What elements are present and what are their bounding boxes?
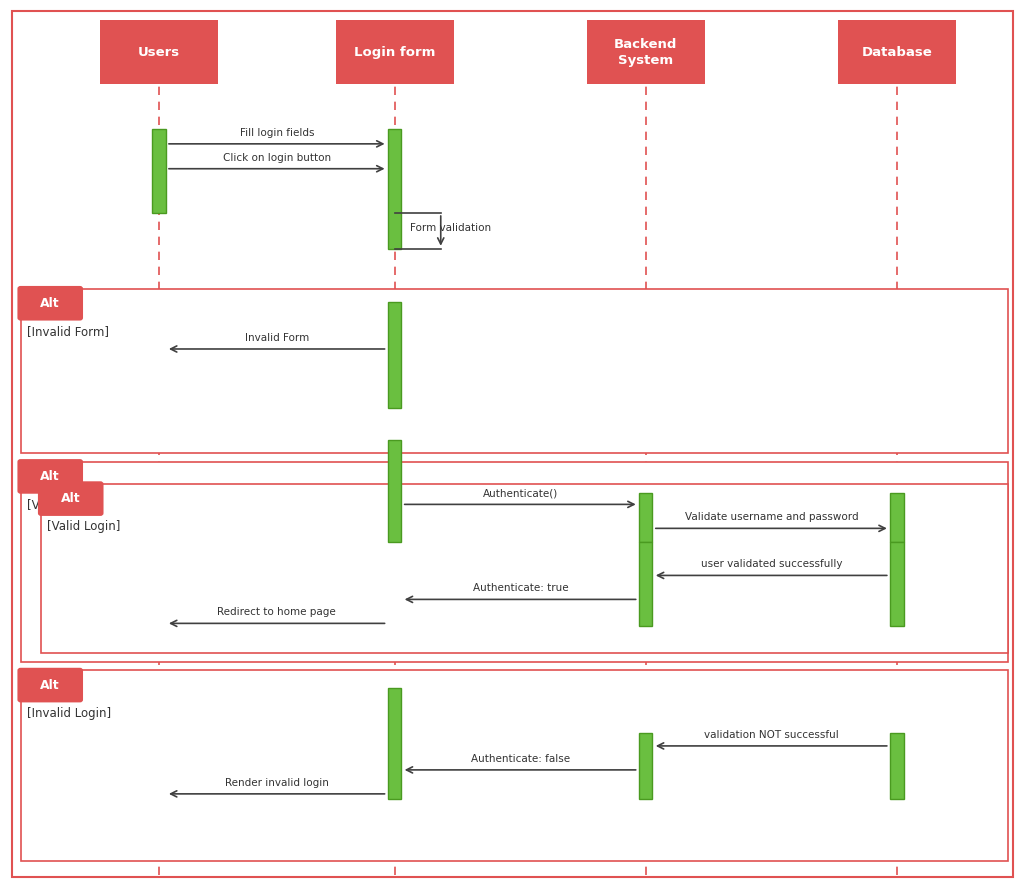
Text: Validate username and password: Validate username and password bbox=[685, 512, 859, 522]
Text: Fill login fields: Fill login fields bbox=[240, 128, 314, 138]
Text: Database: Database bbox=[861, 46, 933, 59]
Text: Form validation: Form validation bbox=[410, 223, 491, 233]
Bar bbox=[640, 733, 653, 799]
Text: validation NOT successful: validation NOT successful bbox=[704, 730, 839, 740]
Text: Redirect to home page: Redirect to home page bbox=[217, 607, 336, 617]
Text: Backend
System: Backend System bbox=[614, 38, 678, 67]
Bar bbox=[890, 542, 904, 626]
Bar bbox=[336, 20, 453, 84]
Bar bbox=[890, 733, 904, 799]
Text: [Invalid Login]: [Invalid Login] bbox=[27, 707, 111, 720]
Text: Alt: Alt bbox=[40, 297, 60, 310]
Bar bbox=[387, 302, 401, 408]
Bar bbox=[152, 129, 166, 213]
Text: [Valid Login]: [Valid Login] bbox=[47, 520, 121, 534]
Bar bbox=[387, 440, 401, 542]
Text: user validated successfully: user validated successfully bbox=[701, 559, 843, 569]
Text: Authenticate(): Authenticate() bbox=[483, 488, 559, 498]
Bar bbox=[20, 670, 1008, 861]
Bar bbox=[100, 20, 217, 84]
Text: [Invalid Form]: [Invalid Form] bbox=[27, 325, 109, 338]
Text: [Valid Form]: [Valid Form] bbox=[27, 498, 98, 511]
FancyBboxPatch shape bbox=[17, 459, 83, 494]
Bar bbox=[41, 484, 1008, 653]
Bar bbox=[640, 493, 653, 542]
Text: Users: Users bbox=[137, 46, 180, 59]
Text: Authenticate: false: Authenticate: false bbox=[472, 754, 570, 764]
FancyBboxPatch shape bbox=[38, 481, 104, 516]
Text: Invalid Form: Invalid Form bbox=[245, 333, 309, 343]
Text: Alt: Alt bbox=[40, 678, 60, 692]
Bar bbox=[20, 289, 1008, 453]
FancyBboxPatch shape bbox=[17, 286, 83, 321]
Bar bbox=[890, 493, 904, 542]
Bar bbox=[586, 20, 705, 84]
Text: Authenticate: true: Authenticate: true bbox=[473, 583, 569, 593]
Bar bbox=[20, 462, 1008, 662]
Text: Alt: Alt bbox=[40, 470, 60, 483]
Text: Render invalid login: Render invalid login bbox=[224, 778, 329, 788]
Bar bbox=[838, 20, 955, 84]
Text: Click on login button: Click on login button bbox=[222, 153, 331, 163]
Bar bbox=[387, 688, 401, 799]
FancyBboxPatch shape bbox=[17, 668, 83, 702]
Text: Alt: Alt bbox=[60, 492, 81, 505]
Text: Login form: Login form bbox=[354, 46, 436, 59]
Bar bbox=[387, 129, 401, 249]
Bar bbox=[640, 542, 653, 626]
